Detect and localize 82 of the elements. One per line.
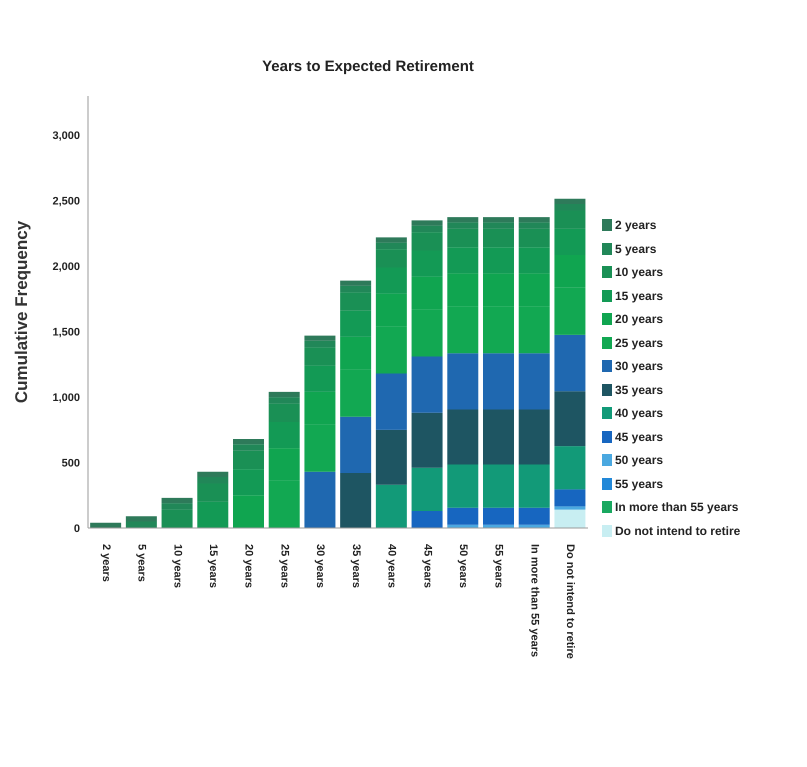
bar [340,280,372,286]
y-tick-label: 0 [74,522,80,535]
bar [518,508,550,525]
bar [268,392,300,398]
chart-title: Years to Expected Retirement [261,58,475,75]
bar [554,489,586,506]
x-tick-label: 10 years [171,544,184,588]
bar [412,356,443,413]
bar [304,336,336,341]
bar [483,353,514,410]
x-tick-label: 15 years [207,544,219,588]
bar [554,510,586,528]
bar [340,473,372,528]
x-tick-label: 50 years [457,544,469,588]
x-tick-label: 25 years [278,544,290,588]
y-tick-label: 500 [62,457,80,470]
bar [412,510,443,528]
legend-label: 50 years [615,453,664,468]
y-tick-label: 1,000 [52,392,80,404]
bar [518,524,550,528]
bar [412,412,443,468]
bar [554,391,586,446]
bar [483,410,514,465]
bar [518,353,550,410]
bar [518,217,550,222]
bar [412,220,443,226]
bar [376,374,407,430]
bar [412,468,443,511]
x-tick-label: In more than 55 years [528,544,540,658]
legend-label: 10 years [615,265,664,280]
legend-label: In more than 55 years [615,500,738,514]
bar [483,524,514,528]
y-tick-label: 2,500 [52,196,80,208]
legend-label: Do not intend to retire [615,524,740,538]
legend-label: 35 years [615,382,664,397]
y-tick-label: 3,000 [52,130,80,142]
bar [447,464,478,508]
legend-label: 2 years [615,218,656,232]
legend-label: 30 years [615,359,664,374]
bar [447,410,478,465]
bar [340,416,372,474]
x-tick-label: Do not intend to retire [564,544,576,659]
bar [447,524,478,528]
bar [126,516,157,522]
legend-label: 40 years [615,406,664,420]
bar [447,353,478,410]
bar [304,472,336,528]
x-tick-label: 20 years [242,544,255,588]
x-tick-label: 2 years [100,544,112,582]
x-tick-label: 30 years [314,544,326,588]
bar [233,438,264,444]
bar [554,446,586,490]
legend-label: 25 years [615,336,664,350]
y-tick-label: 2,000 [52,261,80,274]
bar [483,217,514,222]
x-tick-label: 35 years [350,544,362,588]
legend-label: 5 years [615,242,656,256]
legend-label: 20 years [615,312,664,326]
legend-label: 45 years [615,430,664,444]
bar [376,430,407,485]
x-tick-label: 55 years [492,544,505,588]
bar [126,521,157,528]
bar [376,237,407,243]
legend-label: 55 years [615,476,664,491]
bar [162,498,193,504]
y-axis-title: Cumulative Frequency [12,220,32,404]
y-tick-label: 1,500 [52,326,80,339]
x-tick-label: 45 years [421,544,434,588]
bar [518,410,550,465]
legend-label: 15 years [615,288,664,303]
bar [554,506,586,510]
bar [447,508,478,525]
bar [376,484,407,528]
bar [554,198,586,204]
bar [554,334,586,392]
x-tick-label: 40 years [386,544,398,588]
bar [197,472,228,477]
x-tick-label: 5 years [136,544,148,582]
bar [483,464,514,508]
bar [483,508,514,525]
bar [518,464,550,508]
bar [447,217,478,222]
